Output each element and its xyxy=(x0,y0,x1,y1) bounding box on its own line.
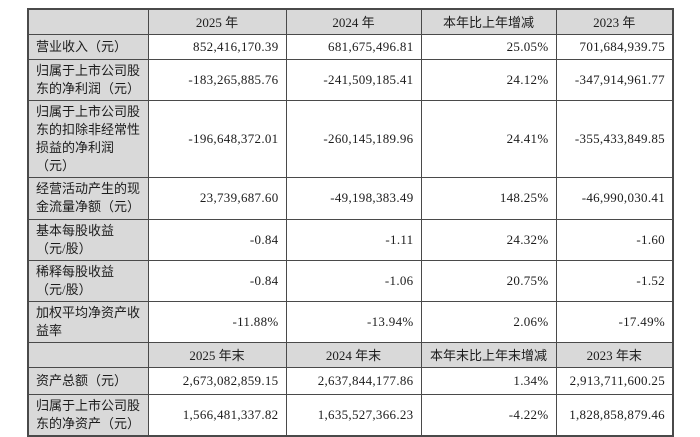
value-2024: -13.94% xyxy=(285,300,422,343)
section1-header-empty-cell xyxy=(27,8,149,35)
value-2023: 701,684,939.75 xyxy=(555,33,674,60)
metric-label: 归属于上市公司股东的净利润（元） xyxy=(27,58,149,101)
value-2023: -46,990,030.41 xyxy=(555,176,674,220)
value-2023: -355,433,849.85 xyxy=(555,99,674,178)
metric-label: 归属于上市公司股东的扣除非经常性损益的净利润（元） xyxy=(27,99,149,178)
metric-label: 基本每股收益（元/股） xyxy=(27,218,149,261)
value-yoy-end-change: 1.34% xyxy=(420,366,557,395)
value-2024: -49,198,383.49 xyxy=(285,176,422,220)
value-2025: 852,416,170.39 xyxy=(147,33,287,60)
value-2023: -1.52 xyxy=(555,259,674,302)
value-2024-end: 2,637,844,177.86 xyxy=(285,366,422,395)
section1-header-2024: 2024 年 xyxy=(285,8,422,35)
value-2024: -1.06 xyxy=(285,259,422,302)
table-row-net-assets: 归属于上市公司股东的净资产（元） 1,566,481,337.82 1,635,… xyxy=(27,393,674,436)
section2-header-2025-end: 2025 年末 xyxy=(147,341,287,368)
financial-summary-table: 2025 年 2024 年 本年比上年增减 2023 年 营业收入（元） 852… xyxy=(27,8,674,437)
value-2023: -17.49% xyxy=(555,300,674,343)
table-row-weighted-avg-roe: 加权平均净资产收益率 -11.88% -13.94% 2.06% -17.49% xyxy=(27,300,674,343)
metric-label: 归属于上市公司股东的净资产（元） xyxy=(27,393,149,436)
value-2025: -0.84 xyxy=(147,259,287,302)
value-2024: -260,145,189.96 xyxy=(285,99,422,178)
section1-header-row: 2025 年 2024 年 本年比上年增减 2023 年 xyxy=(27,8,674,35)
table-row-net-profit-excl-nonrecurring: 归属于上市公司股东的扣除非经常性损益的净利润（元） -196,648,372.0… xyxy=(27,99,674,178)
value-2024: -241,509,185.41 xyxy=(285,58,422,101)
metric-label: 营业收入（元） xyxy=(27,33,149,60)
value-2025: -0.84 xyxy=(147,218,287,261)
table-row-basic-eps: 基本每股收益（元/股） -0.84 -1.11 24.32% -1.60 xyxy=(27,218,674,261)
metric-label: 经营活动产生的现金流量净额（元） xyxy=(27,176,149,220)
section1-header-yoy-change: 本年比上年增减 xyxy=(420,8,557,35)
value-2024: -1.11 xyxy=(285,218,422,261)
metric-label: 加权平均净资产收益率 xyxy=(27,300,149,343)
value-2023-end: 2,913,711,600.25 xyxy=(555,366,674,395)
section2-header-2024-end: 2024 年末 xyxy=(285,341,422,368)
value-2024: 681,675,496.81 xyxy=(285,33,422,60)
value-2025: -11.88% xyxy=(147,300,287,343)
value-2023: -347,914,961.77 xyxy=(555,58,674,101)
table-row-net-profit: 归属于上市公司股东的净利润（元） -183,265,885.76 -241,50… xyxy=(27,58,674,101)
value-2025: -196,648,372.01 xyxy=(147,99,287,178)
table-row-diluted-eps: 稀释每股收益（元/股） -0.84 -1.06 20.75% -1.52 xyxy=(27,259,674,302)
value-2023-end: 1,828,858,879.46 xyxy=(555,393,674,436)
metric-label: 资产总额（元） xyxy=(27,366,149,395)
value-yoy-change: 24.12% xyxy=(420,58,557,101)
metric-label: 稀释每股收益（元/股） xyxy=(27,259,149,302)
value-yoy-change: 25.05% xyxy=(420,33,557,60)
table-row-total-assets: 资产总额（元） 2,673,082,859.15 2,637,844,177.8… xyxy=(27,366,674,395)
value-yoy-change: 20.75% xyxy=(420,259,557,302)
value-2024-end: 1,635,527,366.23 xyxy=(285,393,422,436)
value-yoy-change: 148.25% xyxy=(420,176,557,220)
value-yoy-change: 24.41% xyxy=(420,99,557,178)
value-yoy-change: 2.06% xyxy=(420,300,557,343)
section2-header-yoy-end-change: 本年末比上年末增减 xyxy=(420,341,557,368)
value-2025-end: 2,673,082,859.15 xyxy=(147,366,287,395)
financial-summary-container: 2025 年 2024 年 本年比上年增减 2023 年 营业收入（元） 852… xyxy=(27,8,674,437)
section1-header-2023: 2023 年 xyxy=(555,8,674,35)
value-2025-end: 1,566,481,337.82 xyxy=(147,393,287,436)
value-2025: 23,739,687.60 xyxy=(147,176,287,220)
section2-header-2023-end: 2023 年末 xyxy=(555,341,674,368)
section2-header-row: 2025 年末 2024 年末 本年末比上年末增减 2023 年末 xyxy=(27,341,674,368)
value-2023: -1.60 xyxy=(555,218,674,261)
value-yoy-change: 24.32% xyxy=(420,218,557,261)
section1-header-2025: 2025 年 xyxy=(147,8,287,35)
value-yoy-end-change: -4.22% xyxy=(420,393,557,436)
table-row-operating-cash-flow: 经营活动产生的现金流量净额（元） 23,739,687.60 -49,198,3… xyxy=(27,176,674,220)
table-row-operating-revenue: 营业收入（元） 852,416,170.39 681,675,496.81 25… xyxy=(27,33,674,60)
value-2025: -183,265,885.76 xyxy=(147,58,287,101)
section2-header-empty-cell xyxy=(27,341,149,368)
